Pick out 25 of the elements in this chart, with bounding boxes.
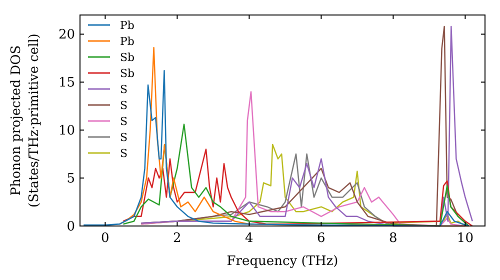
x-tick-label: 0 bbox=[101, 231, 110, 246]
legend-label: Sb bbox=[120, 67, 135, 80]
legend-label: S bbox=[120, 99, 128, 112]
y-axis-title: Phonon projected DOS (States/THz·primitive cell) bbox=[9, 33, 42, 208]
legend-label: Pb bbox=[120, 19, 134, 32]
legend-label: Pb bbox=[120, 35, 134, 48]
x-axis-title: Frequency (THz) bbox=[226, 254, 338, 269]
x-tick-label: 4 bbox=[245, 231, 254, 246]
y-tick-label: 10 bbox=[58, 124, 75, 139]
y-tick-label: 20 bbox=[58, 28, 75, 43]
legend-label: S bbox=[120, 83, 128, 96]
x-tick-label: 10 bbox=[456, 231, 474, 246]
line-series bbox=[82, 70, 470, 227]
y-tick-label: 0 bbox=[66, 220, 75, 234]
x-tick-label: 2 bbox=[173, 231, 182, 246]
legend-label: S bbox=[120, 115, 128, 128]
x-tick-label: 8 bbox=[389, 231, 398, 246]
legend-label: S bbox=[120, 147, 128, 160]
x-tick-label: 6 bbox=[317, 231, 326, 246]
y-tick-label: 5 bbox=[66, 172, 75, 187]
legend-label: S bbox=[120, 131, 128, 144]
line-series bbox=[140, 91, 466, 227]
line-series bbox=[122, 124, 470, 227]
y-tick-label: 15 bbox=[58, 76, 75, 91]
legend-label: Sb bbox=[120, 51, 135, 64]
